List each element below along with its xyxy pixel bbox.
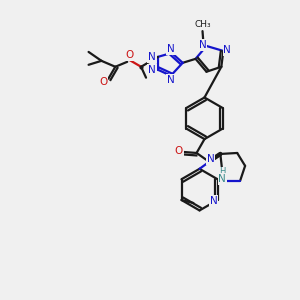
Text: N: N [167,75,175,85]
Text: N: N [224,45,231,55]
Text: N: N [218,174,226,184]
Text: O: O [99,76,108,87]
Text: N: N [148,52,156,62]
Text: O: O [175,146,183,156]
Text: H: H [219,167,226,176]
Text: N: N [210,196,218,206]
Text: N: N [167,44,175,54]
Text: N: N [199,40,206,50]
Text: N: N [207,154,214,164]
Text: CH₃: CH₃ [194,20,211,29]
Text: N: N [148,65,156,75]
Text: O: O [125,50,133,60]
